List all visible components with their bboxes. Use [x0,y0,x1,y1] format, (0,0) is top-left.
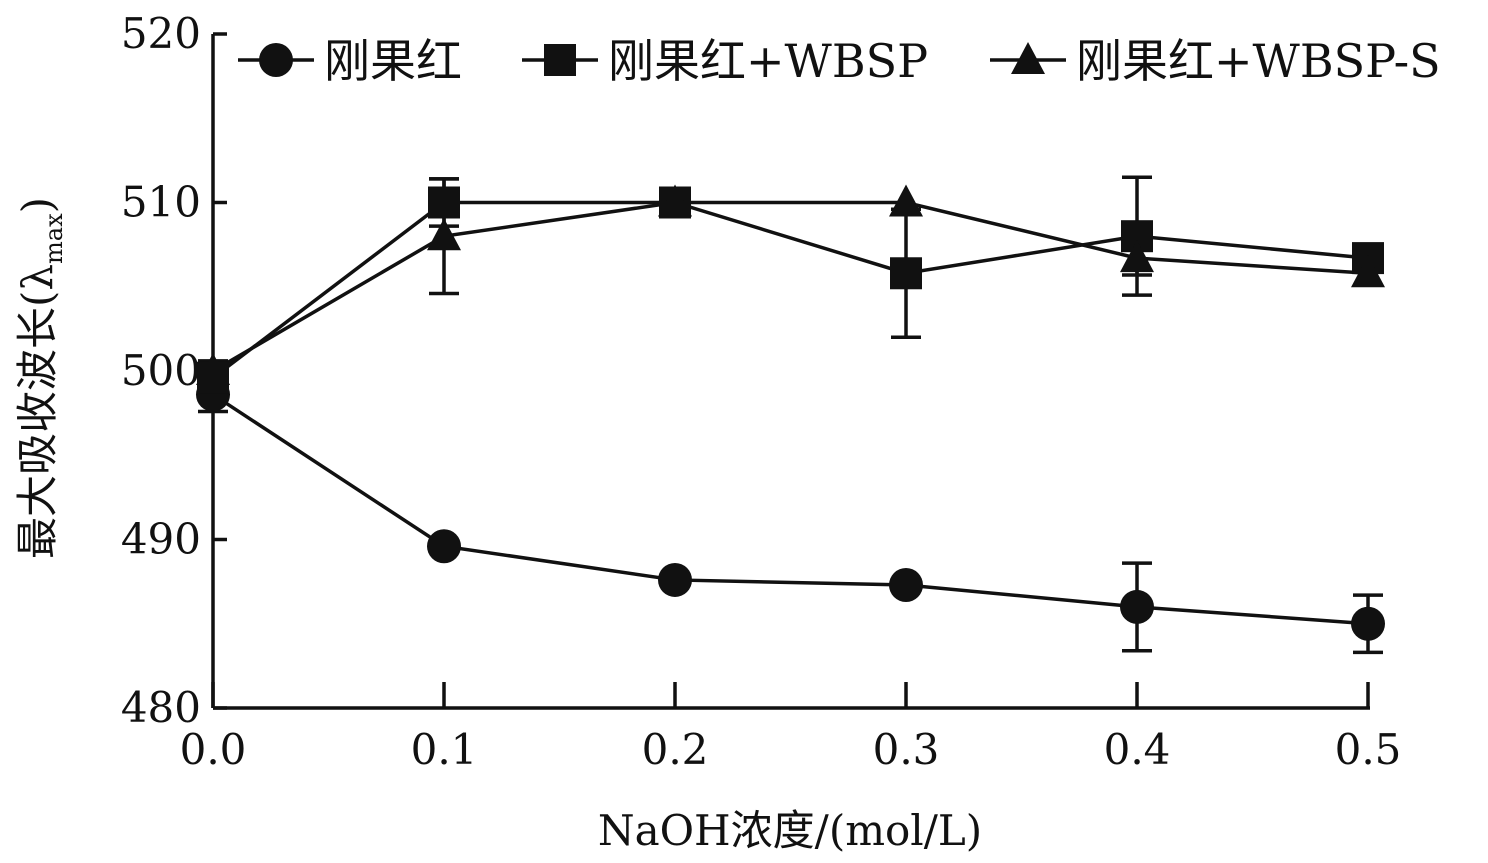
x-tick-label: 0.4 [1104,725,1171,774]
y-tick-label: 500 [121,346,201,395]
x-tick-label: 0.1 [411,725,478,774]
y-axis-title-close: ) [13,197,62,213]
legend-marker-circle [259,43,293,77]
series-line-triangle [212,200,1369,373]
data-point-triangle [658,184,692,217]
series-markers [196,184,1385,641]
y-tick-label: 490 [121,515,201,564]
x-axis-title: NaOH浓度/(mol/L) [598,806,982,855]
x-tick-label: 0.0 [180,725,247,774]
y-axis-title-main: 最大吸收波长(λ [13,264,62,559]
data-point-square [890,257,922,290]
y-axis-title: 最大吸收波长(λmax) [13,197,68,559]
legend: 刚果红 刚果红+WBSP 刚果红+WBSP-S [238,34,1441,88]
series-line-circle [212,393,1369,626]
data-point-circle [889,567,923,602]
series-line-square [211,200,1369,380]
x-tick-label: 0.2 [642,725,709,774]
legend-marker-square [544,44,576,76]
data-point-square [428,186,460,219]
data-point-triangle [1351,255,1385,288]
x-tick-label: 0.5 [1335,725,1402,774]
legend-label: 刚果红+WBSP-S [1076,34,1441,88]
data-point-triangle [889,184,923,217]
data-point-circle [427,529,461,564]
y-tick-label: 480 [121,683,201,732]
y-tick-label: 510 [121,178,201,227]
legend-label: 刚果红 [324,34,462,88]
data-point-triangle [427,218,461,251]
series-lines [211,200,1369,626]
data-point-circle [1351,606,1385,641]
data-point-triangle [1120,240,1154,273]
legend-marker-triangle [1011,42,1045,74]
axes: 480 490 500 510 520 0.0 0.1 0.2 0.3 0.4 0.5 [121,9,1402,774]
legend-label: 刚果红+WBSP [608,34,928,88]
y-tick-label: 520 [121,9,201,58]
data-point-triangle [196,353,230,385]
data-point-circle [1120,589,1154,624]
x-tick-label: 0.3 [873,725,940,774]
y-axis-title-subscript: max [40,213,68,264]
data-point-circle [658,562,692,597]
